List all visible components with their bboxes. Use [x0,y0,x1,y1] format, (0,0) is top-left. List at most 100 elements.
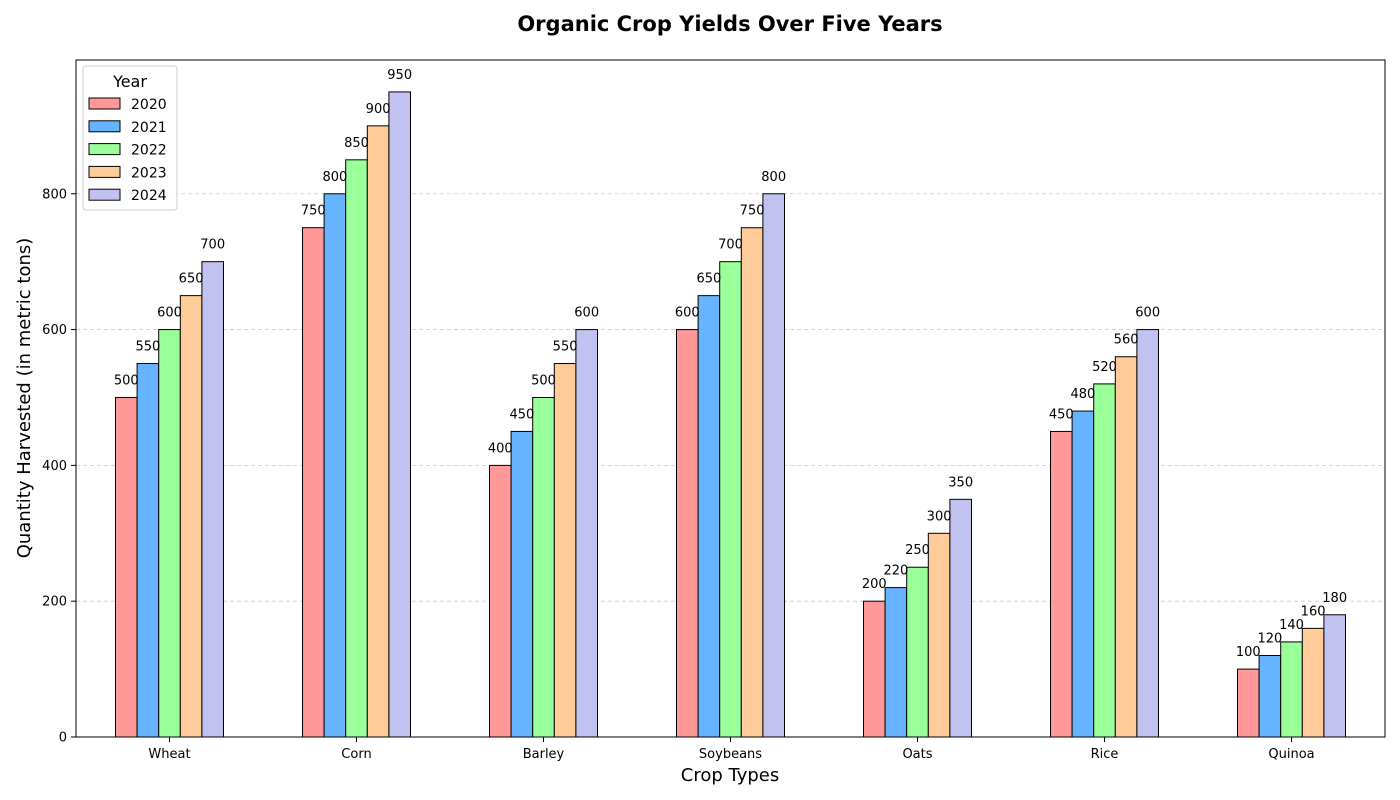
data-label: 950 [387,68,412,83]
bar [676,329,699,738]
x-axis-label: Crop Types [681,765,779,786]
data-label: 550 [135,340,160,355]
y-tick-label: 600 [42,323,67,338]
legend-label: 2022 [131,143,167,159]
data-label: 800 [322,170,347,185]
data-label: 220 [883,564,908,579]
bar [1050,430,1073,738]
data-labels: 500 750 400 600 200 450 100 550 800 450 650 220 480 1… [114,68,1347,660]
bar [201,261,224,738]
data-label: 480 [1070,387,1095,402]
y-axis-label: Quantity Harvested (in metric tons) [14,238,35,559]
bar [366,125,390,738]
y-tick-label: 200 [42,595,67,610]
bar [1093,383,1116,738]
bar [323,193,347,738]
legend-label: 2023 [131,165,167,181]
data-label: 500 [531,373,556,388]
data-label: 750 [740,204,765,219]
data-label: 120 [1257,632,1282,647]
data-label: 900 [366,102,391,117]
bar [762,193,786,738]
x-tick-label: Quinoa [1268,747,1314,762]
bar [510,430,534,738]
legend-label: 2024 [131,188,167,204]
legend-label: 2020 [131,97,167,113]
x-tick-label: Wheat [148,747,190,762]
bar [1301,627,1325,738]
data-label: 250 [905,543,930,558]
data-label: 140 [1279,618,1304,633]
data-label: 650 [696,272,721,287]
bar [1114,356,1138,738]
legend-swatch [88,165,121,178]
bar [927,532,951,738]
bar [575,329,599,738]
bar [532,396,555,738]
legend-swatch [88,188,121,201]
data-label: 500 [114,373,139,388]
bar [388,91,411,738]
data-label: 800 [761,170,786,185]
data-label: 450 [1049,407,1074,422]
bar [719,261,742,738]
bar [1136,329,1160,738]
x-tick-label: Barley [523,747,565,762]
bar [1323,614,1347,738]
bar [345,159,368,738]
bar [115,396,138,738]
x-tick-label: Oats [902,747,932,762]
y-tick-label: 0 [59,731,67,746]
bar [949,498,973,738]
y-tick-label: 800 [42,187,67,202]
data-label: 100 [1236,645,1261,660]
y-tick-label: 400 [42,459,67,474]
data-label: 700 [718,238,743,253]
bar [697,295,721,738]
legend-swatch [88,120,121,133]
bar [1258,655,1282,738]
bar [1237,668,1260,738]
bar [740,227,764,738]
data-label: 700 [200,238,225,253]
bar [1071,410,1095,738]
legend: Year 2020 2021 2022 2023 2024 [82,65,178,211]
data-label: 400 [488,441,513,456]
data-label: 600 [675,306,700,321]
data-label: 300 [927,509,952,524]
bar [863,600,886,738]
bar [553,363,577,738]
data-label: 180 [1322,591,1347,606]
x-axis: Wheat Corn Barley Soybeans Oats Rice Quinoa [148,737,1315,762]
x-tick-label: Soybeans [699,747,762,762]
bar [489,464,512,738]
data-label: 200 [862,577,887,592]
data-label: 600 [1135,306,1160,321]
data-label: 350 [948,475,973,490]
data-label: 160 [1301,604,1326,619]
bar [179,295,203,738]
data-label: 750 [301,204,326,219]
data-label: 600 [574,306,599,321]
bar [302,227,325,738]
bars [115,91,1347,738]
chart-title: Organic Crop Yields Over Five Years [517,12,942,36]
bar [884,587,908,738]
legend-label: 2021 [131,120,167,136]
legend-swatch [88,143,121,156]
bar [906,566,929,738]
data-label: 550 [553,340,578,355]
data-label: 650 [179,272,204,287]
data-label: 450 [509,407,534,422]
x-tick-label: Rice [1091,747,1119,762]
data-label: 600 [157,306,182,321]
data-label: 560 [1114,333,1139,348]
y-axis: 0 200 400 600 800 [42,187,76,746]
bar [158,329,181,738]
x-tick-label: Corn [341,747,371,762]
legend-swatch [88,97,121,110]
legend-items: 2020 2021 2022 2023 2024 [88,97,167,204]
bar [1280,641,1303,738]
data-label: 520 [1092,360,1117,375]
